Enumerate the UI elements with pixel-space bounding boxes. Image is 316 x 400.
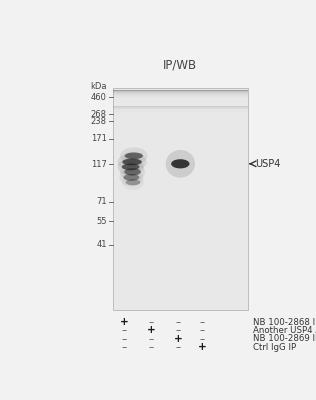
Bar [113, 90, 248, 92]
Bar [113, 107, 248, 108]
Text: 460: 460 [91, 93, 107, 102]
Text: –: – [175, 317, 180, 327]
Ellipse shape [122, 164, 139, 170]
Bar [113, 108, 248, 109]
Bar [113, 90, 248, 91]
Bar [113, 92, 248, 93]
Ellipse shape [120, 162, 145, 181]
Text: kDa: kDa [90, 82, 107, 91]
Ellipse shape [171, 159, 190, 168]
Bar [113, 96, 248, 97]
Ellipse shape [119, 169, 143, 186]
Bar [113, 88, 248, 310]
Bar [113, 96, 248, 97]
Text: IP/WB: IP/WB [163, 58, 198, 72]
Bar [113, 112, 248, 113]
Bar [113, 111, 248, 112]
Bar [113, 94, 248, 96]
Text: +: + [198, 342, 207, 352]
Text: 117: 117 [91, 160, 107, 169]
Text: Ctrl IgG IP: Ctrl IgG IP [252, 343, 296, 352]
Text: NB 100-2868 IP: NB 100-2868 IP [252, 318, 316, 327]
Ellipse shape [126, 179, 140, 185]
Text: 41: 41 [96, 240, 107, 249]
Text: –: – [175, 326, 180, 336]
Ellipse shape [117, 158, 144, 175]
Text: –: – [121, 342, 127, 352]
Text: 268: 268 [91, 110, 107, 119]
Text: +: + [120, 317, 128, 327]
Bar [113, 93, 248, 94]
Text: –: – [148, 334, 154, 344]
Bar [113, 97, 248, 98]
Text: –: – [200, 317, 205, 327]
Bar [113, 95, 248, 96]
Ellipse shape [117, 154, 147, 170]
Ellipse shape [120, 147, 148, 164]
Bar [113, 94, 248, 95]
Bar [113, 108, 248, 109]
Ellipse shape [124, 168, 141, 176]
Text: 238: 238 [91, 117, 107, 126]
Text: –: – [121, 334, 127, 344]
Bar [113, 111, 248, 112]
Bar [113, 97, 248, 98]
Ellipse shape [123, 174, 139, 181]
Text: USP4: USP4 [255, 159, 280, 169]
Text: –: – [200, 326, 205, 336]
Bar [113, 93, 248, 94]
Bar [113, 92, 248, 93]
Text: 171: 171 [91, 134, 107, 143]
Text: –: – [175, 342, 180, 352]
Ellipse shape [122, 174, 144, 190]
Bar [113, 107, 248, 108]
Text: –: – [148, 317, 154, 327]
Text: –: – [200, 334, 205, 344]
Ellipse shape [122, 158, 142, 165]
Text: 71: 71 [96, 198, 107, 206]
Ellipse shape [125, 152, 143, 159]
Text: –: – [121, 326, 127, 336]
Text: +: + [173, 334, 182, 344]
Bar [113, 91, 248, 92]
Ellipse shape [166, 150, 195, 178]
Text: –: – [148, 342, 154, 352]
Bar [113, 110, 248, 111]
Text: +: + [147, 326, 155, 336]
Bar [113, 91, 248, 92]
Text: Another USP4 Ab: Another USP4 Ab [252, 326, 316, 335]
Bar [113, 109, 248, 110]
Text: NB 100-2869 IP: NB 100-2869 IP [252, 334, 316, 343]
Text: 55: 55 [96, 216, 107, 226]
Bar [113, 106, 248, 107]
